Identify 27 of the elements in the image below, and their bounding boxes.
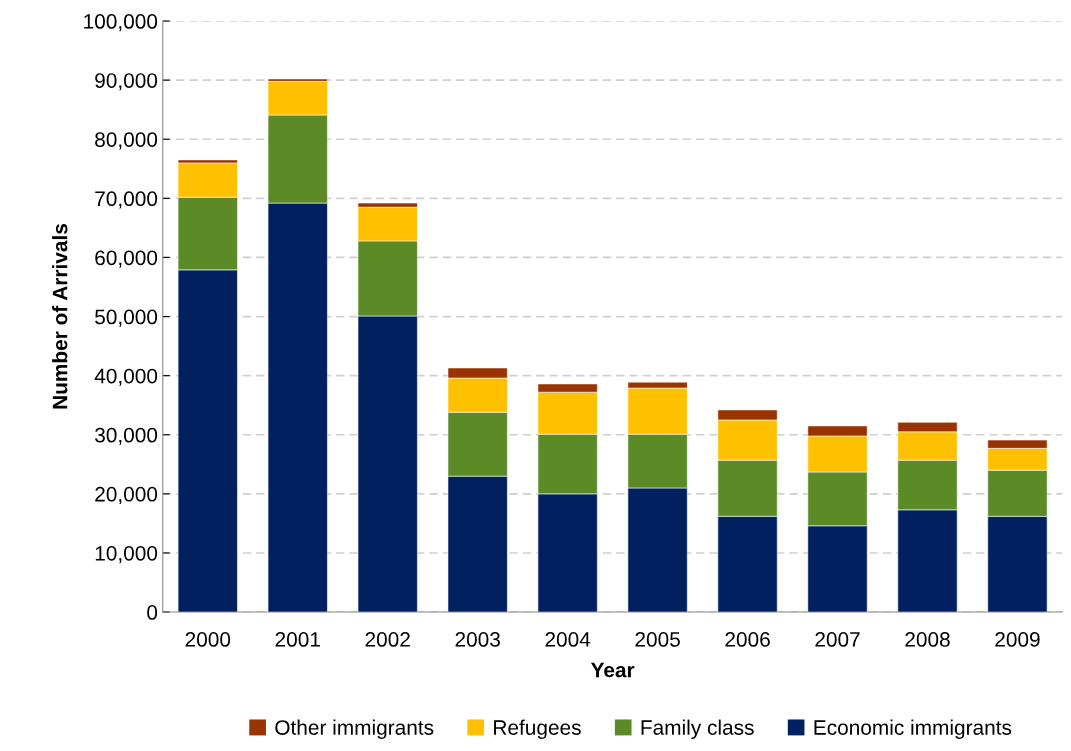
legend-label: Refugees xyxy=(494,719,581,739)
y-tick-label: 10,000 xyxy=(95,545,158,564)
x-tick-label: 2001 xyxy=(275,632,320,647)
x-tick-label: 2005 xyxy=(635,632,680,647)
y-tick-label: 70,000 xyxy=(95,191,158,209)
y-tick-label: 60,000 xyxy=(95,250,158,268)
y-tick-label: 80,000 xyxy=(95,132,158,150)
y-tick-label: 50,000 xyxy=(95,309,158,327)
legend-label: Economic immigrants xyxy=(814,719,1012,739)
y-axis-title: Number of Arrivals xyxy=(52,224,68,409)
x-tick-label: 2003 xyxy=(455,632,500,647)
legend-label: Family class xyxy=(641,719,754,739)
y-tick-label: 90,000 xyxy=(95,73,158,91)
y-tick-label: 40,000 xyxy=(94,368,158,386)
x-tick-label: 2007 xyxy=(815,632,860,647)
x-tick-label: 2002 xyxy=(365,632,410,647)
x-tick-label: 2004 xyxy=(545,632,591,647)
x-axis-title: Year xyxy=(590,662,635,678)
x-tick-label: 2008 xyxy=(905,632,950,647)
legend-label: Other immigrants xyxy=(275,719,434,739)
y-tick-label: 0 xyxy=(147,605,158,620)
x-tick-label: 2000 xyxy=(185,632,231,647)
y-tick-label: 100,000 xyxy=(84,14,158,32)
y-tick-label: 30,000 xyxy=(95,427,158,445)
x-tick-label: 2009 xyxy=(995,632,1040,647)
y-tick-label: 20,000 xyxy=(95,486,158,505)
x-tick-label: 2006 xyxy=(725,632,770,647)
